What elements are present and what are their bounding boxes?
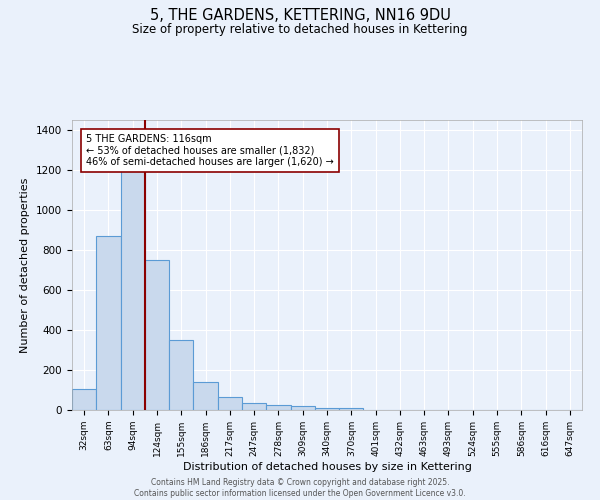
Text: 5 THE GARDENS: 116sqm
← 53% of detached houses are smaller (1,832)
46% of semi-d: 5 THE GARDENS: 116sqm ← 53% of detached …: [86, 134, 334, 167]
X-axis label: Distribution of detached houses by size in Kettering: Distribution of detached houses by size …: [182, 462, 472, 471]
Bar: [242, 403, 266, 410]
Bar: [339, 408, 364, 410]
Bar: [96, 236, 121, 410]
Text: Size of property relative to detached houses in Kettering: Size of property relative to detached ho…: [132, 22, 468, 36]
Y-axis label: Number of detached properties: Number of detached properties: [20, 178, 31, 352]
Bar: [266, 405, 290, 410]
Bar: [218, 397, 242, 410]
Bar: [169, 340, 193, 410]
Bar: [193, 382, 218, 410]
Bar: [290, 406, 315, 410]
Bar: [72, 389, 96, 410]
Bar: [145, 260, 169, 410]
Text: Contains HM Land Registry data © Crown copyright and database right 2025.
Contai: Contains HM Land Registry data © Crown c…: [134, 478, 466, 498]
Bar: [315, 408, 339, 410]
Bar: [121, 162, 145, 410]
Text: 5, THE GARDENS, KETTERING, NN16 9DU: 5, THE GARDENS, KETTERING, NN16 9DU: [149, 8, 451, 22]
